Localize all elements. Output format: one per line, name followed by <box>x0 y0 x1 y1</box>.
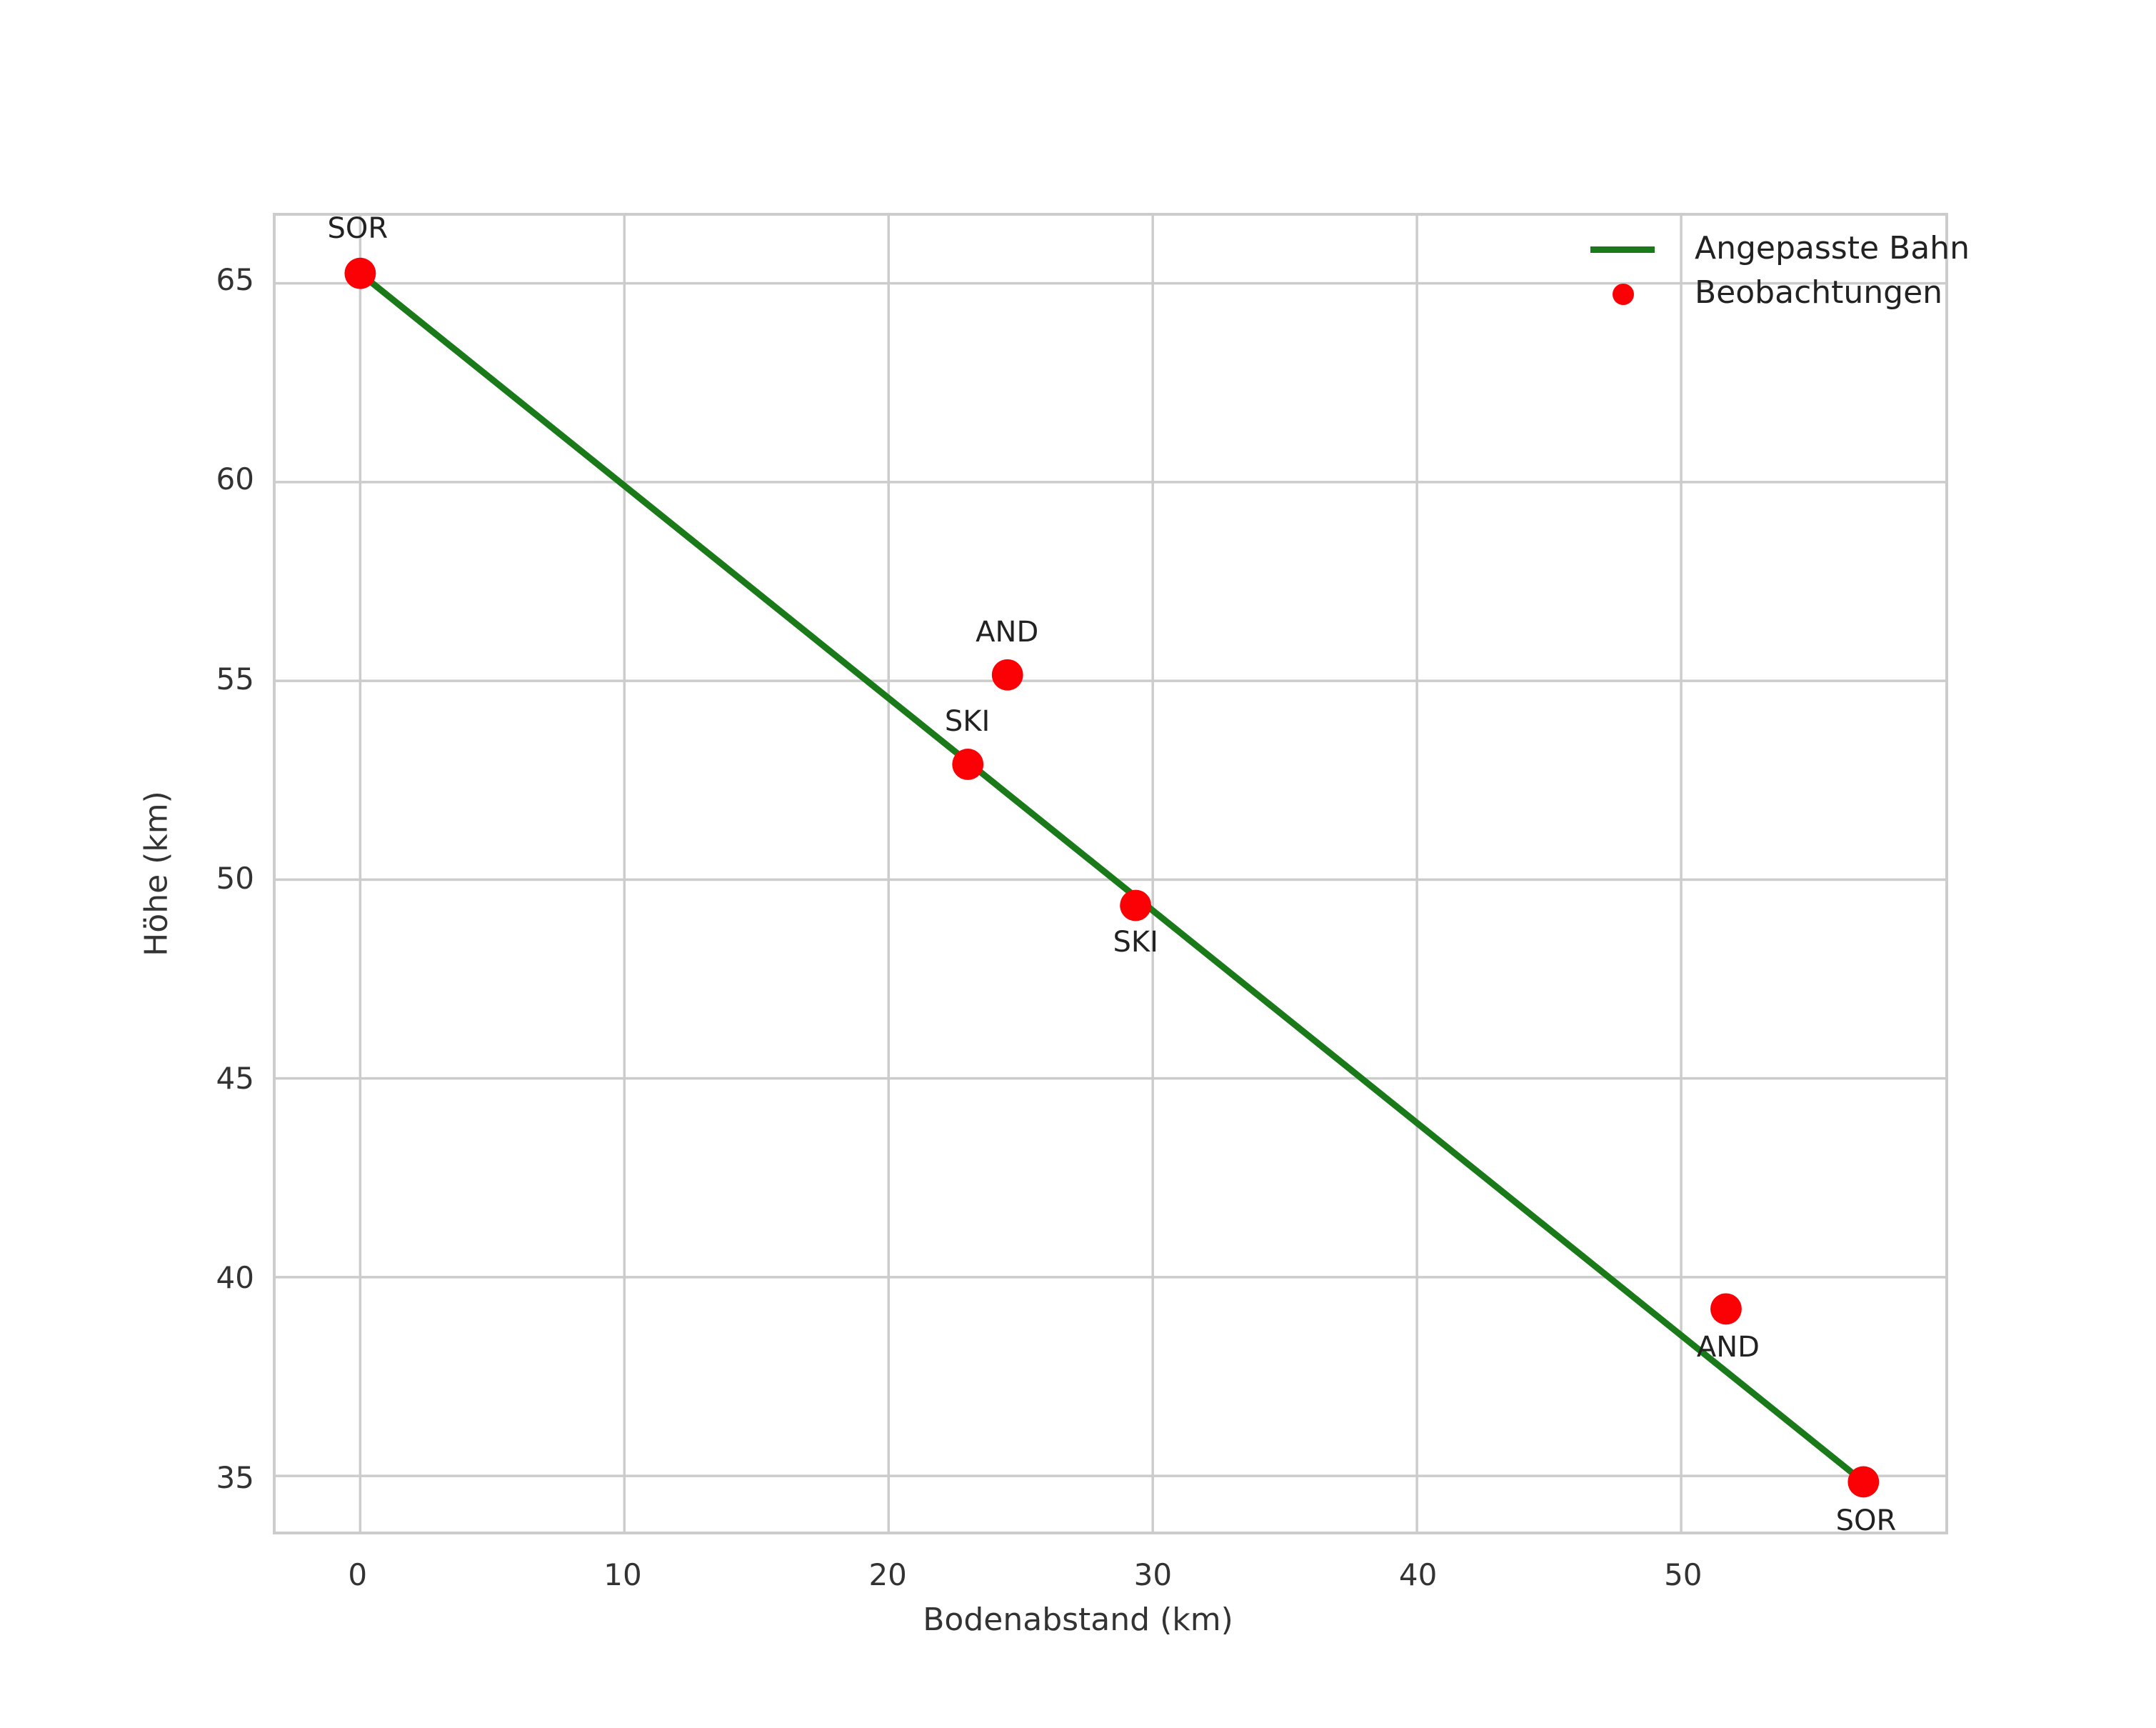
point-annotation-sor: SOR <box>1835 1504 1897 1538</box>
chart-legend: Angepasste Bahn Beobachtungen <box>1575 229 1970 313</box>
y-tick-label: 55 <box>216 661 254 696</box>
point-annotation-and: AND <box>1696 1331 1760 1364</box>
legend-key-line <box>1575 229 1695 269</box>
legend-label-fitted-track: Angepasste Bahn <box>1695 230 1970 266</box>
legend-key-marker <box>1575 273 1695 313</box>
observation-marker[interactable] <box>1120 889 1152 922</box>
x-tick-label: 30 <box>1133 1557 1173 1592</box>
x-tick-label: 50 <box>1664 1557 1703 1592</box>
y-axis-title: Höhe (km) <box>138 791 175 957</box>
chart-data-layer <box>344 257 1880 1498</box>
point-annotation-and: AND <box>976 615 1039 649</box>
x-tick-label: 20 <box>868 1557 907 1592</box>
marker-swatch-icon <box>1613 284 1634 305</box>
fitted-track-line <box>358 271 1866 1484</box>
legend-label-observations: Beobachtungen <box>1695 274 1943 311</box>
point-annotation-sor: SOR <box>327 212 388 246</box>
point-annotation-ski: SKI <box>944 705 991 739</box>
x-tick-label: 10 <box>603 1557 642 1592</box>
point-annotation-ski: SKI <box>1113 925 1158 959</box>
legend-item-fitted-track[interactable]: Angepasste Bahn <box>1575 229 1970 269</box>
y-tick-label: 60 <box>216 461 254 497</box>
y-tick-label: 50 <box>216 861 254 897</box>
y-tick-label: 45 <box>216 1060 254 1096</box>
observation-marker[interactable] <box>991 659 1023 691</box>
legend-item-observations[interactable]: Beobachtungen <box>1575 273 1953 313</box>
observation-marker[interactable] <box>952 749 984 780</box>
line-swatch-icon <box>1590 246 1655 253</box>
observation-marker[interactable] <box>1710 1293 1742 1325</box>
y-tick-label: 35 <box>216 1459 254 1495</box>
y-tick-label: 65 <box>216 262 254 297</box>
x-tick-label: 0 <box>348 1557 368 1592</box>
x-tick-label: 40 <box>1398 1557 1438 1592</box>
observation-marker[interactable] <box>1847 1466 1880 1498</box>
observation-marker[interactable] <box>344 257 376 289</box>
x-axis-title: Bodenabstand (km) <box>923 1602 1233 1638</box>
plot-area <box>273 213 1948 1534</box>
y-tick-label: 40 <box>216 1260 254 1296</box>
